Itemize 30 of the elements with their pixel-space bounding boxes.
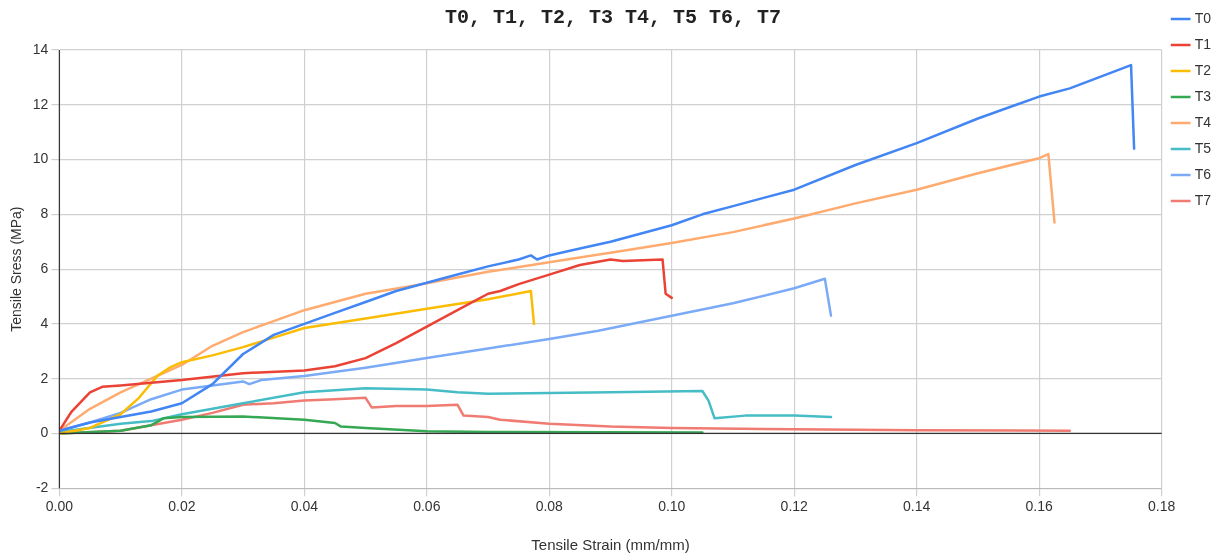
x-tick-label: 0.04 [290,498,319,515]
y-tick-label: 2 [40,369,49,386]
y-tick-label: 12 [32,95,49,112]
x-tick-label: 0.14 [903,498,931,515]
legend-label: T3 [1194,87,1212,104]
x-axis-title: Tensile Strain (mm/mm) [531,536,690,554]
y-tick-label: 6 [40,259,49,276]
legend-label: T0 [1194,9,1212,26]
legend-label: T4 [1194,113,1212,130]
x-tick-label: 0.18 [1148,498,1176,515]
legend-label: T6 [1194,165,1212,182]
y-tick-label: 4 [40,314,49,331]
x-tick-label: 0.10 [658,498,686,515]
chart-title: T0, T1, T2, T3 T4, T5 T6, T7 [444,6,782,30]
x-tick-label: 0.16 [1025,498,1054,515]
y-axis-title: Tensile Sress (MPa) [8,206,25,332]
y-tick-label: 8 [40,205,49,222]
x-tick-label: 0.00 [45,498,74,515]
x-tick-label: 0.08 [535,498,564,515]
x-tick-label: 0.02 [168,498,196,515]
legend-label: T2 [1194,61,1212,78]
y-tick-label: 0 [40,424,49,441]
y-tick-label: 10 [32,150,49,167]
legend-label: T1 [1194,35,1212,52]
legend-label: T7 [1194,191,1212,208]
legend-label: T5 [1194,139,1212,156]
y-tick-label: -2 [35,479,49,496]
x-tick-label: 0.06 [413,498,441,515]
x-tick-label: 0.12 [780,498,809,515]
y-tick-label: 14 [32,40,49,57]
